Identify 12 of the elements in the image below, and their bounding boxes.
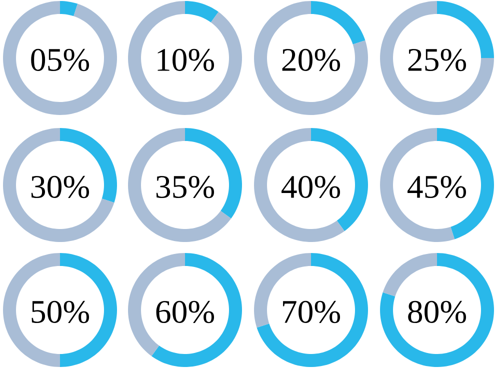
text: 40%	[282, 176, 340, 198]
text: 30%	[31, 176, 90, 198]
text: 50%	[32, 300, 90, 324]
text: 10%	[158, 48, 214, 72]
text: 60%	[156, 300, 214, 324]
text: 05%	[31, 48, 90, 72]
text: 20%	[282, 48, 340, 72]
text: 25%	[408, 48, 466, 72]
text: 80%	[408, 300, 466, 324]
text: 45%	[408, 176, 466, 198]
text: 35%	[156, 176, 214, 198]
text: 70%	[283, 300, 340, 324]
